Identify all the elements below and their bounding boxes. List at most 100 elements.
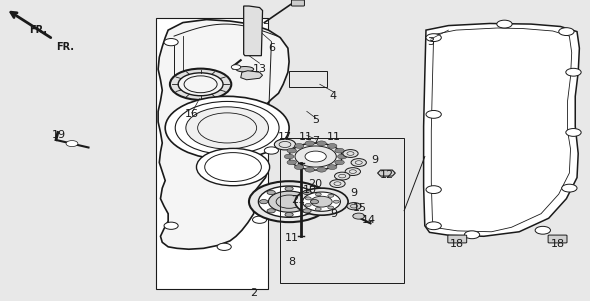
Text: FR.: FR. — [56, 42, 74, 52]
Circle shape — [335, 160, 345, 165]
Circle shape — [464, 231, 480, 239]
Bar — [156, 18, 268, 289]
Circle shape — [249, 181, 329, 222]
Circle shape — [284, 154, 294, 159]
Bar — [280, 138, 404, 283]
Circle shape — [351, 159, 366, 166]
Text: 16: 16 — [185, 109, 199, 119]
Text: 11: 11 — [326, 132, 340, 142]
Text: 2: 2 — [250, 288, 257, 299]
Circle shape — [535, 226, 550, 234]
Circle shape — [328, 194, 334, 197]
Circle shape — [231, 65, 241, 70]
Text: 6: 6 — [268, 43, 275, 53]
Circle shape — [426, 110, 441, 118]
Circle shape — [274, 139, 296, 150]
Circle shape — [426, 34, 441, 42]
Text: 11: 11 — [299, 132, 313, 142]
Circle shape — [303, 192, 340, 211]
Circle shape — [178, 73, 223, 96]
Circle shape — [186, 107, 268, 149]
FancyBboxPatch shape — [291, 0, 304, 6]
Circle shape — [303, 209, 311, 213]
Text: 15: 15 — [353, 203, 367, 213]
Ellipse shape — [236, 67, 254, 72]
Polygon shape — [241, 71, 263, 80]
Circle shape — [317, 167, 326, 172]
Text: 11: 11 — [285, 233, 299, 243]
Text: 8: 8 — [289, 257, 296, 267]
Circle shape — [217, 243, 231, 250]
Circle shape — [305, 141, 314, 146]
Text: 12: 12 — [379, 169, 394, 180]
Circle shape — [260, 200, 268, 204]
Circle shape — [333, 200, 339, 203]
Circle shape — [66, 141, 78, 147]
Polygon shape — [158, 20, 289, 249]
Text: 21: 21 — [291, 195, 305, 205]
Circle shape — [310, 200, 319, 204]
Circle shape — [335, 148, 345, 153]
Text: 4: 4 — [330, 91, 337, 101]
Circle shape — [343, 150, 358, 157]
Circle shape — [337, 154, 347, 159]
Circle shape — [335, 172, 350, 180]
Circle shape — [164, 222, 178, 229]
Polygon shape — [244, 6, 263, 56]
Circle shape — [311, 196, 332, 207]
Circle shape — [264, 147, 278, 154]
Circle shape — [328, 206, 334, 209]
Circle shape — [287, 160, 296, 165]
Circle shape — [287, 148, 296, 153]
Circle shape — [164, 39, 178, 46]
Circle shape — [165, 96, 289, 160]
Circle shape — [196, 148, 270, 186]
Circle shape — [426, 186, 441, 194]
Text: 13: 13 — [253, 64, 267, 74]
Circle shape — [294, 144, 304, 148]
Circle shape — [285, 213, 293, 217]
Circle shape — [289, 143, 342, 170]
Text: 9: 9 — [330, 209, 337, 219]
Bar — [289, 71, 327, 87]
Circle shape — [267, 209, 276, 213]
Text: 14: 14 — [362, 215, 376, 225]
Circle shape — [294, 165, 304, 169]
Circle shape — [303, 191, 311, 195]
Polygon shape — [424, 23, 579, 236]
Circle shape — [268, 191, 310, 212]
Circle shape — [353, 213, 365, 219]
Circle shape — [253, 216, 267, 223]
Text: FR.: FR. — [30, 25, 47, 35]
Text: 17: 17 — [278, 132, 292, 142]
Polygon shape — [378, 170, 395, 176]
Circle shape — [566, 129, 581, 136]
Circle shape — [497, 20, 512, 28]
Circle shape — [327, 144, 337, 148]
Circle shape — [315, 193, 321, 196]
Circle shape — [327, 165, 337, 169]
Text: 3: 3 — [427, 37, 434, 47]
Circle shape — [267, 191, 276, 195]
Circle shape — [562, 184, 577, 192]
Circle shape — [305, 151, 326, 162]
Circle shape — [295, 188, 348, 215]
Text: 9: 9 — [350, 188, 358, 198]
Circle shape — [345, 168, 360, 175]
Circle shape — [317, 141, 326, 146]
FancyBboxPatch shape — [448, 235, 467, 243]
Circle shape — [330, 180, 345, 188]
Circle shape — [305, 203, 311, 206]
Text: 7: 7 — [312, 136, 319, 147]
Circle shape — [315, 207, 321, 210]
Circle shape — [258, 186, 320, 217]
Circle shape — [285, 187, 293, 191]
Circle shape — [347, 203, 361, 210]
Circle shape — [305, 167, 314, 172]
Text: 9: 9 — [371, 154, 378, 165]
Circle shape — [305, 197, 311, 200]
Circle shape — [426, 222, 441, 230]
Text: 18: 18 — [550, 239, 565, 249]
Text: 18: 18 — [450, 239, 464, 249]
Circle shape — [559, 28, 574, 36]
